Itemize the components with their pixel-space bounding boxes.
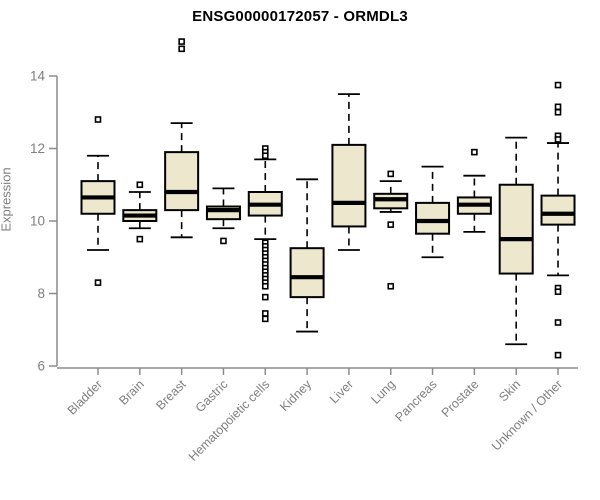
- outlier-point: [94, 279, 102, 286]
- x-tick-label: Hematopoietic cells: [186, 377, 273, 464]
- box-prostate: [456, 148, 492, 233]
- outlier-point: [554, 136, 562, 143]
- x-tick-label: Skin: [496, 377, 523, 404]
- x-tick-label: Prostate: [439, 377, 482, 420]
- outlier-point: [387, 221, 395, 228]
- outlier-point: [471, 148, 478, 156]
- x-tick-label: Gastric: [193, 377, 231, 415]
- outlier-point: [554, 108, 562, 116]
- box-skin: [498, 136, 534, 346]
- box-pancreas: [415, 165, 451, 259]
- x-tick-label: Pancreas: [392, 377, 439, 424]
- outlier-point: [136, 235, 144, 243]
- outlier-point: [220, 237, 227, 245]
- iqr-box: [164, 151, 200, 212]
- x-tick-label: Liver: [327, 377, 356, 406]
- outlier-point: [387, 170, 395, 178]
- x-tick-label: Lung: [368, 377, 398, 407]
- outlier-point: [554, 351, 562, 359]
- iqr-box: [415, 201, 451, 235]
- box-lung: [373, 170, 409, 290]
- x-tick-label: Bladder: [65, 377, 105, 417]
- x-tick-label: Kidney: [277, 377, 314, 414]
- y-tick-label: 14: [30, 69, 46, 84]
- outlier-point: [261, 293, 269, 301]
- outlier-point: [554, 319, 562, 326]
- outlier-point: [261, 315, 269, 323]
- outlier-point: [178, 45, 185, 53]
- x-tick-label: Brain: [116, 377, 147, 408]
- y-tick-label: 10: [30, 214, 45, 229]
- box-breast: [164, 38, 200, 239]
- outlier-point: [554, 288, 562, 295]
- outlier-point: [554, 103, 562, 111]
- box-liver: [331, 93, 367, 251]
- y-tick-label: 12: [30, 141, 45, 156]
- x-tick-label: Breast: [153, 377, 189, 413]
- iqr-box: [331, 143, 367, 228]
- y-tick-label: 8: [37, 286, 45, 301]
- iqr-box: [289, 247, 325, 299]
- iqr-box: [540, 194, 576, 226]
- outlier-point: [261, 310, 269, 317]
- outlier-point: [94, 116, 102, 123]
- outlier-point: [261, 282, 269, 290]
- outlier-point: [261, 152, 269, 160]
- box-brain: [122, 181, 158, 243]
- box-bladder: [80, 116, 116, 286]
- outlier-point: [178, 38, 185, 45]
- chart-title: ENSG00000172057 - ORMDL3: [192, 8, 408, 25]
- outlier-point: [136, 181, 144, 189]
- iqr-box: [498, 183, 534, 275]
- outlier-point: [554, 81, 562, 89]
- outlier-point: [387, 282, 395, 290]
- x-tick-label: Unknown / Other: [489, 377, 565, 453]
- box-gastric: [205, 187, 241, 245]
- y-tick-label: 6: [37, 359, 45, 374]
- box-unknown-other: [540, 81, 576, 359]
- box-kidney: [289, 178, 325, 333]
- box-hematopoietic-cells: [247, 145, 283, 323]
